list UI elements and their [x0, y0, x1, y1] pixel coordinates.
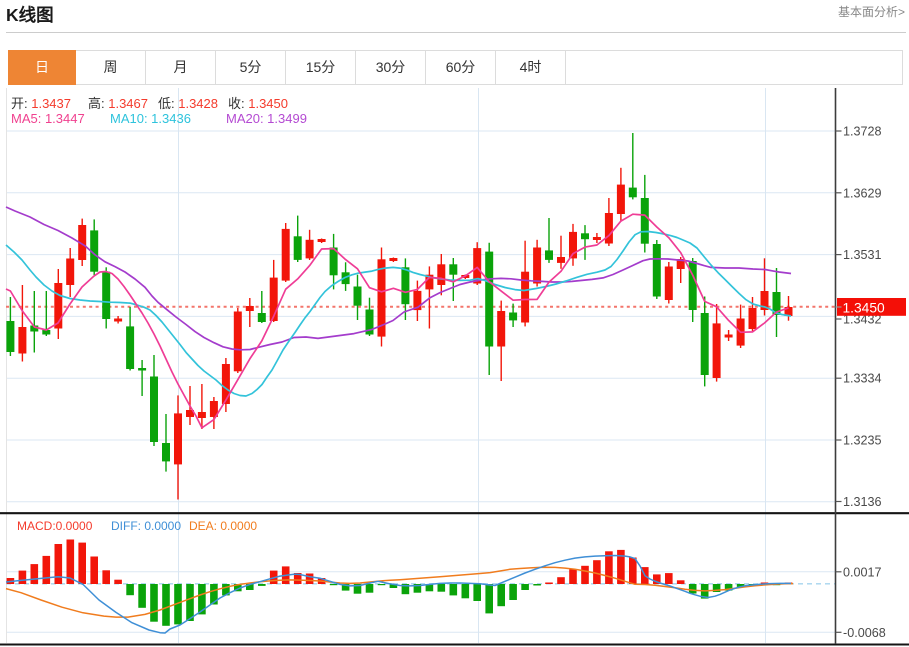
svg-text:0.0017: 0.0017: [843, 565, 882, 579]
svg-text:1.3334: 1.3334: [843, 372, 882, 386]
svg-text:1.3728: 1.3728: [843, 125, 882, 139]
svg-text:1.3450: 1.3450: [843, 300, 886, 315]
svg-text:1.3629: 1.3629: [843, 186, 882, 200]
svg-text:1.3432: 1.3432: [843, 313, 882, 327]
svg-text:-0.0068: -0.0068: [843, 626, 886, 640]
svg-text:1.3531: 1.3531: [843, 248, 882, 262]
svg-text:1.3136: 1.3136: [843, 495, 882, 509]
svg-text:1.3235: 1.3235: [843, 434, 882, 448]
